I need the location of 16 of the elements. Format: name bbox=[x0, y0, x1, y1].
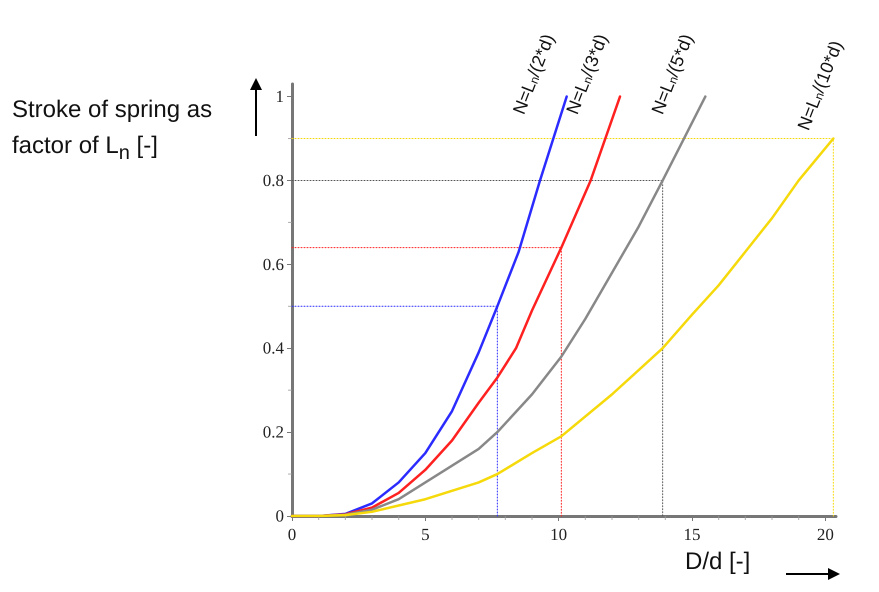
y-tick-label: 1 bbox=[276, 87, 284, 106]
x-tick-label: 10 bbox=[550, 525, 568, 544]
y-axis-title: Stroke of spring as factor of L$_{n}$ [-] bbox=[12, 95, 214, 166]
text: N=Ln/(2*d) bbox=[508, 31, 558, 117]
y-tick-label: 0.4 bbox=[262, 338, 284, 358]
y-tick-label: 0.6 bbox=[262, 254, 284, 274]
x-tick-label: 0 bbox=[288, 525, 296, 544]
y-tick-label: 0 bbox=[276, 506, 284, 526]
text: N=Ln/(3*d) bbox=[562, 31, 612, 117]
text: N=Ln/(5*d) bbox=[648, 31, 697, 117]
y-tick-label: 0.2 bbox=[262, 422, 284, 442]
x-tick-label: 20 bbox=[816, 525, 834, 544]
x-tick-label: 5 bbox=[421, 525, 430, 544]
y-tick-label: 0.8 bbox=[262, 170, 284, 190]
x-tick-label: 15 bbox=[684, 525, 700, 544]
x-axis-title: D/d [-] bbox=[685, 548, 750, 576]
